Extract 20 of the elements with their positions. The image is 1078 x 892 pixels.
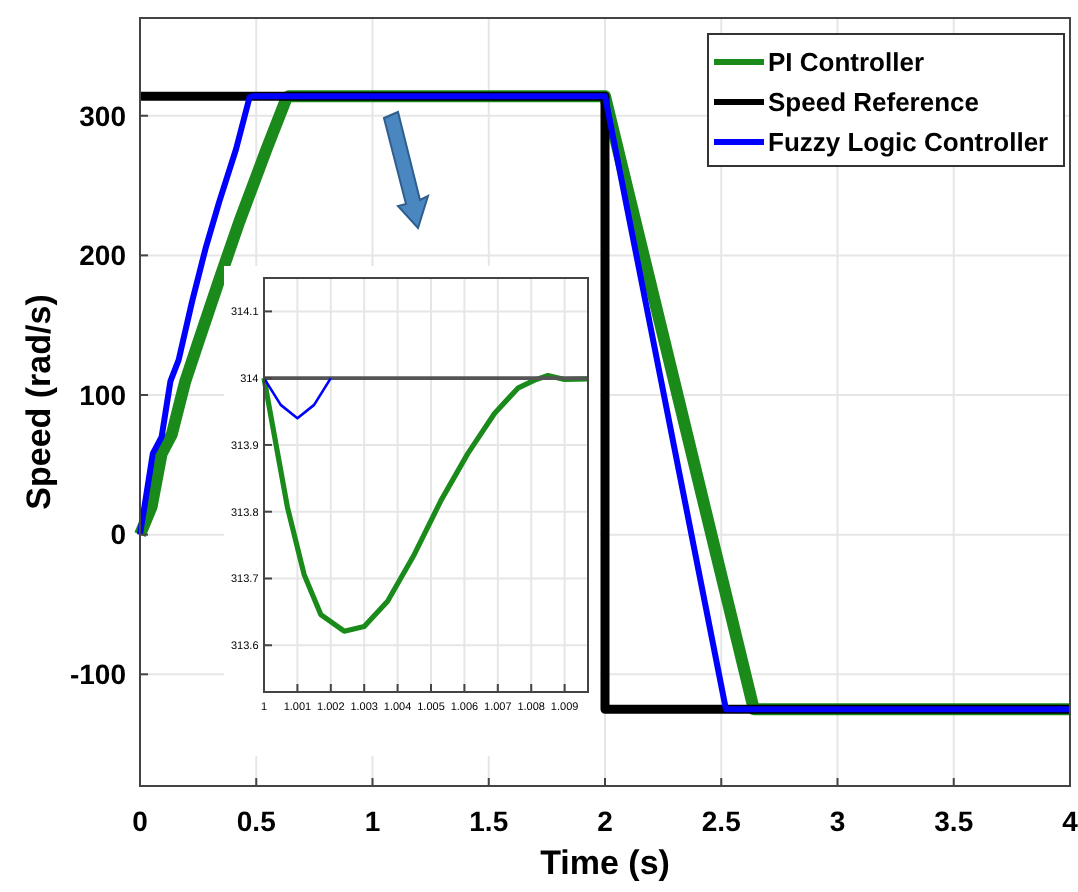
y-tick-label: 100 [79,378,127,411]
x-tick-label: 1 [364,804,381,837]
line-series [261,372,591,634]
y-tick-label: 0 [110,518,127,551]
y-tick-label: 200 [79,239,127,272]
x-tick-label: 3 [829,804,846,837]
legend-label: PI Controller [768,47,925,78]
y-tick-label: -100 [69,658,127,691]
y-axis-title: Speed (rad/s) [20,294,58,510]
x-tick-label: 2.5 [701,804,742,837]
x-tick-label: 1.5 [469,804,509,837]
y-tick-label: 300 [79,99,127,132]
x-tick-label: 0 [132,804,149,837]
x-tick-label: 0.5 [236,804,277,837]
x-tick-label: 4 [1062,804,1078,837]
x-tick-label: 2 [597,804,614,837]
x-axis-title: Time (s) [540,844,670,882]
x-tick-label: 3.5 [934,804,974,837]
legend-label: Speed Reference [768,87,979,118]
legend-label: Fuzzy Logic Controller [768,127,1049,158]
